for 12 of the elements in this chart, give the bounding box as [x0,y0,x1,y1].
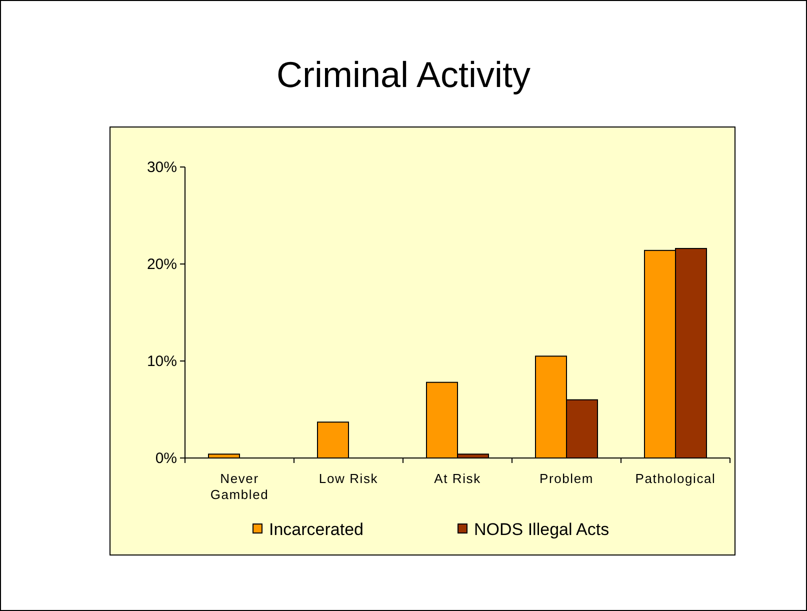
y-tick-label: 30% [146,159,177,176]
x-tick-label: Low Risk [318,471,378,486]
chart-title: Criminal Activity [276,54,531,95]
y-tick-label: 10% [146,353,177,370]
x-tick-label: Problem [539,471,594,486]
legend-label: NODS Illegal Acts [474,520,610,539]
y-tick-label: 20% [146,256,177,273]
x-tick-label: Never Gambled [210,471,269,502]
x-tick-label: Pathological [635,471,716,486]
y-tick-label: 0% [155,450,177,467]
legend-label: Incarcerated [269,520,364,539]
x-tick-label: At Risk [434,471,481,486]
